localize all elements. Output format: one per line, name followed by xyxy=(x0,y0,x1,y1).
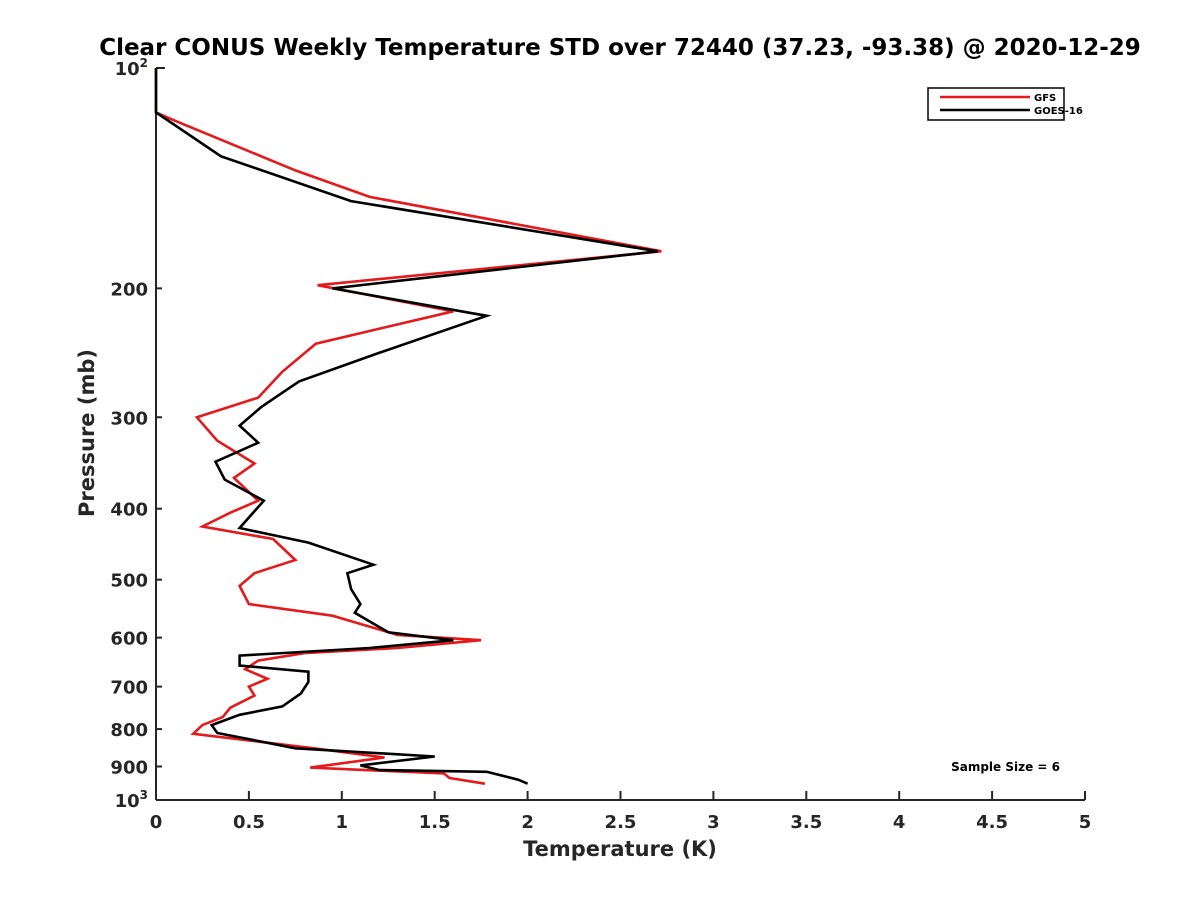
y-tick-label: 103 xyxy=(115,788,148,812)
legend-box xyxy=(927,87,1065,121)
y-tick-label: 200 xyxy=(110,279,148,300)
y-tick-label: 500 xyxy=(110,571,148,592)
y-tick-label: 400 xyxy=(110,500,148,521)
x-tick-label: 2 xyxy=(521,812,534,833)
y-tick-exponent: 3 xyxy=(140,788,148,802)
plot-area: 0 0.5 1 1.5 2 2.5 3 3.5 4 4.5 5 102200300400500600… xyxy=(110,56,1091,833)
y-tick-base: 10 xyxy=(115,59,140,80)
series-line-goes16 xyxy=(154,68,658,785)
x-tick-label: 1 xyxy=(336,812,349,833)
y-tick-base: 10 xyxy=(115,791,140,812)
series-line-gfs xyxy=(154,68,662,785)
x-axis-ticks: 0 0.5 1 1.5 2 2.5 3 3.5 4 4.5 5 xyxy=(150,791,1092,833)
y-tick-label: 600 xyxy=(110,629,148,650)
x-tick-label: 3.5 xyxy=(790,812,822,833)
x-tick-label: 0 xyxy=(150,812,163,833)
x-axis-label: Temperature (K) xyxy=(523,837,717,861)
chart-title: Clear CONUS Weekly Temperature STD over … xyxy=(99,35,1141,61)
y-tick-exponent: 2 xyxy=(140,56,148,70)
y-tick-label: 700 xyxy=(110,678,148,699)
x-tick-label: 1.5 xyxy=(419,812,451,833)
series-layer xyxy=(154,68,662,785)
x-tick-label: 5 xyxy=(1079,812,1092,833)
y-axis-label: Pressure (mb) xyxy=(75,349,99,517)
x-tick-label: 4 xyxy=(893,812,906,833)
y-tick-label: 800 xyxy=(110,720,148,741)
y-tick-label: 300 xyxy=(110,408,148,429)
legend-label-goes16: GOES-16 xyxy=(1034,106,1083,117)
legend: GFS GOES-16 xyxy=(927,87,1083,121)
x-tick-label: 2.5 xyxy=(605,812,637,833)
sample-size-annotation: Sample Size = 6 xyxy=(951,760,1060,774)
legend-label-gfs: GFS xyxy=(1034,93,1056,104)
x-tick-label: 0.5 xyxy=(233,812,265,833)
y-tick-label: 900 xyxy=(110,758,148,779)
x-tick-label: 4.5 xyxy=(976,812,1008,833)
x-tick-label: 3 xyxy=(707,812,720,833)
y-tick-label: 102 xyxy=(115,56,148,80)
